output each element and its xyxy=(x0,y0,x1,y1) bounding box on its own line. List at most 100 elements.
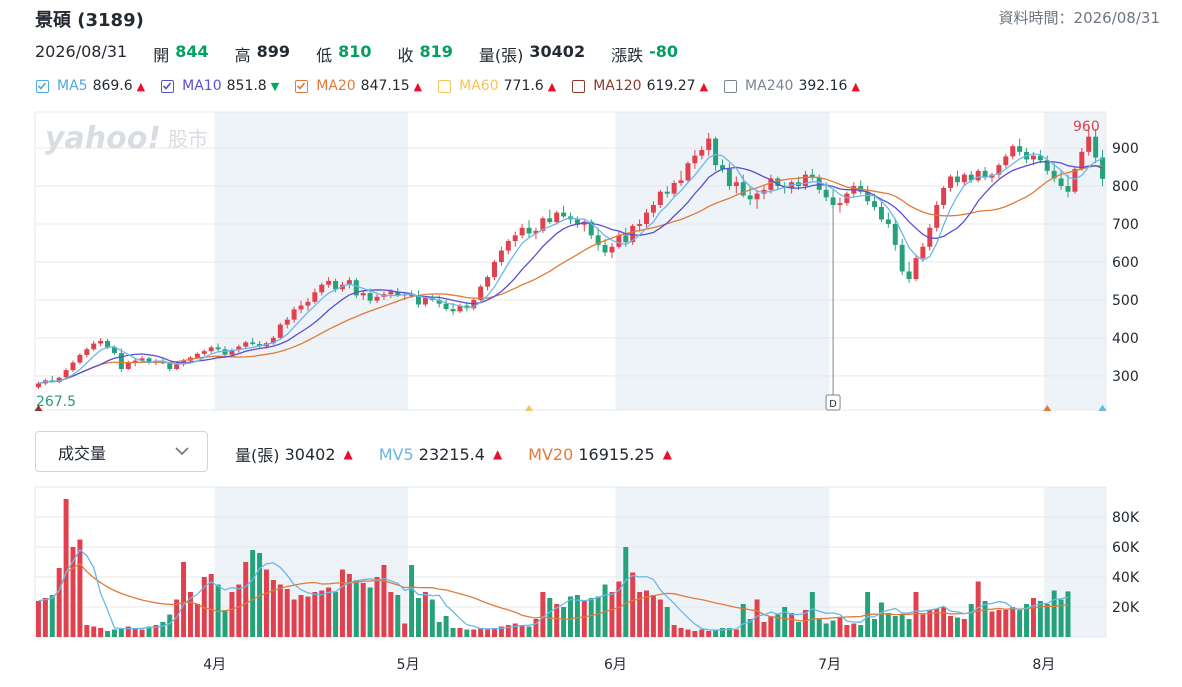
price-tick-label: 700 xyxy=(1112,217,1139,233)
volume-bar xyxy=(478,628,484,637)
checkbox-icon[interactable] xyxy=(572,79,586,93)
price-tick-label: 900 xyxy=(1112,141,1139,157)
volume-bar xyxy=(802,610,808,637)
high-value: 899 xyxy=(256,42,291,61)
volume-bar xyxy=(1010,607,1016,637)
candle-body xyxy=(505,241,511,251)
volume-bar xyxy=(678,628,684,637)
candle-body xyxy=(948,176,954,188)
volume-bar xyxy=(685,629,691,637)
candle-body xyxy=(70,362,76,371)
volume-bar xyxy=(319,590,325,637)
ma-direction-icon: ▲ xyxy=(413,79,423,93)
ma-name: MA5 xyxy=(57,78,88,94)
min-price-label: 267.5 xyxy=(36,394,76,410)
candle-body xyxy=(222,349,228,355)
volume-bar xyxy=(236,584,242,637)
volume-bar xyxy=(968,604,974,637)
candle-body xyxy=(1010,146,1016,157)
candle-body xyxy=(291,309,297,320)
volume-bar xyxy=(360,583,366,637)
volume-bar xyxy=(885,613,891,637)
candle-body xyxy=(865,191,871,202)
ma-legend-item[interactable]: MA10 851.8 ▼ xyxy=(161,78,279,94)
volume-bar xyxy=(409,565,415,637)
candle-body xyxy=(906,271,912,280)
indicator-select[interactable]: 成交量 xyxy=(35,431,208,472)
volume-bar xyxy=(1024,604,1030,637)
volume-bar xyxy=(699,629,705,637)
yahoo-logo-watermark: yahoo! xyxy=(45,121,161,156)
candle-body xyxy=(485,277,491,287)
candle-body xyxy=(602,244,608,253)
volume-bar xyxy=(84,625,90,637)
volume-bar xyxy=(167,614,173,637)
volume-bar xyxy=(229,592,235,637)
candle-body xyxy=(872,201,878,207)
candle-body xyxy=(388,291,394,295)
candle-body xyxy=(436,299,442,304)
candle-body xyxy=(726,168,732,187)
volume-bar xyxy=(733,629,739,637)
candle-body xyxy=(595,235,601,245)
ma-legend-item[interactable]: MA5 869.6 ▲ xyxy=(36,78,145,94)
candle-body xyxy=(899,244,905,272)
candle-body xyxy=(201,351,207,354)
volume-bar xyxy=(291,599,297,637)
volume-bar xyxy=(989,611,995,637)
volume-bar xyxy=(498,626,504,637)
candle-body xyxy=(194,353,200,358)
volume-bar xyxy=(533,619,539,637)
candle-body xyxy=(885,219,891,224)
ma-legend-item[interactable]: MA60 771.6 ▲ xyxy=(438,78,556,94)
volume-bar xyxy=(1003,610,1009,637)
candle-body xyxy=(554,212,560,223)
candle-body xyxy=(167,363,173,370)
volume-bar xyxy=(913,592,919,637)
ma-legend-item[interactable]: MA120 619.27 ▲ xyxy=(572,78,708,94)
checkbox-icon[interactable] xyxy=(295,79,309,93)
candle-body xyxy=(720,165,726,169)
checkbox-icon[interactable] xyxy=(438,79,452,93)
candle-body xyxy=(146,358,152,363)
checkbox-icon[interactable] xyxy=(161,79,175,93)
volume-bar xyxy=(125,626,131,637)
candle-body xyxy=(699,149,705,156)
volume-bar xyxy=(118,628,124,637)
volume-bar xyxy=(1037,601,1043,637)
volume-bar xyxy=(844,625,850,637)
volume-bar xyxy=(595,596,601,637)
ma-legend-item[interactable]: MA20 847.15 ▲ xyxy=(295,78,422,94)
volume-bar xyxy=(353,580,359,637)
volume-bar xyxy=(878,602,884,637)
volume-bar xyxy=(941,607,947,637)
volume-bar xyxy=(1044,604,1050,637)
candle-body xyxy=(616,235,622,247)
volume-bar xyxy=(263,569,269,637)
candle-body xyxy=(243,342,249,347)
candle-body xyxy=(519,227,525,236)
volume-bar xyxy=(644,590,649,637)
volume-bar xyxy=(982,601,988,637)
volume-bar xyxy=(920,614,926,637)
close-label: 收 xyxy=(397,46,414,65)
volume-bar xyxy=(768,616,774,637)
checkbox-icon[interactable] xyxy=(36,79,49,93)
price-tick-label: 600 xyxy=(1112,255,1139,271)
volume-bar xyxy=(547,598,553,637)
ma-legend-item[interactable]: MA240 392.16 ▲ xyxy=(724,78,860,94)
ma-direction-icon: ▼ xyxy=(270,79,280,93)
checkbox-icon[interactable] xyxy=(724,79,738,93)
vol-value: 30402 xyxy=(284,444,336,464)
volume-bar xyxy=(105,631,111,637)
volume-bar xyxy=(816,619,822,637)
candle-body xyxy=(346,280,352,285)
volume-bar xyxy=(602,584,608,637)
volume-tick-label: 20K xyxy=(1112,600,1140,616)
volume-bar xyxy=(823,623,829,637)
volume-bar xyxy=(996,610,1002,637)
candle-body xyxy=(49,380,55,382)
volume-bar xyxy=(277,584,283,637)
ma-direction-icon: ▲ xyxy=(699,79,709,93)
